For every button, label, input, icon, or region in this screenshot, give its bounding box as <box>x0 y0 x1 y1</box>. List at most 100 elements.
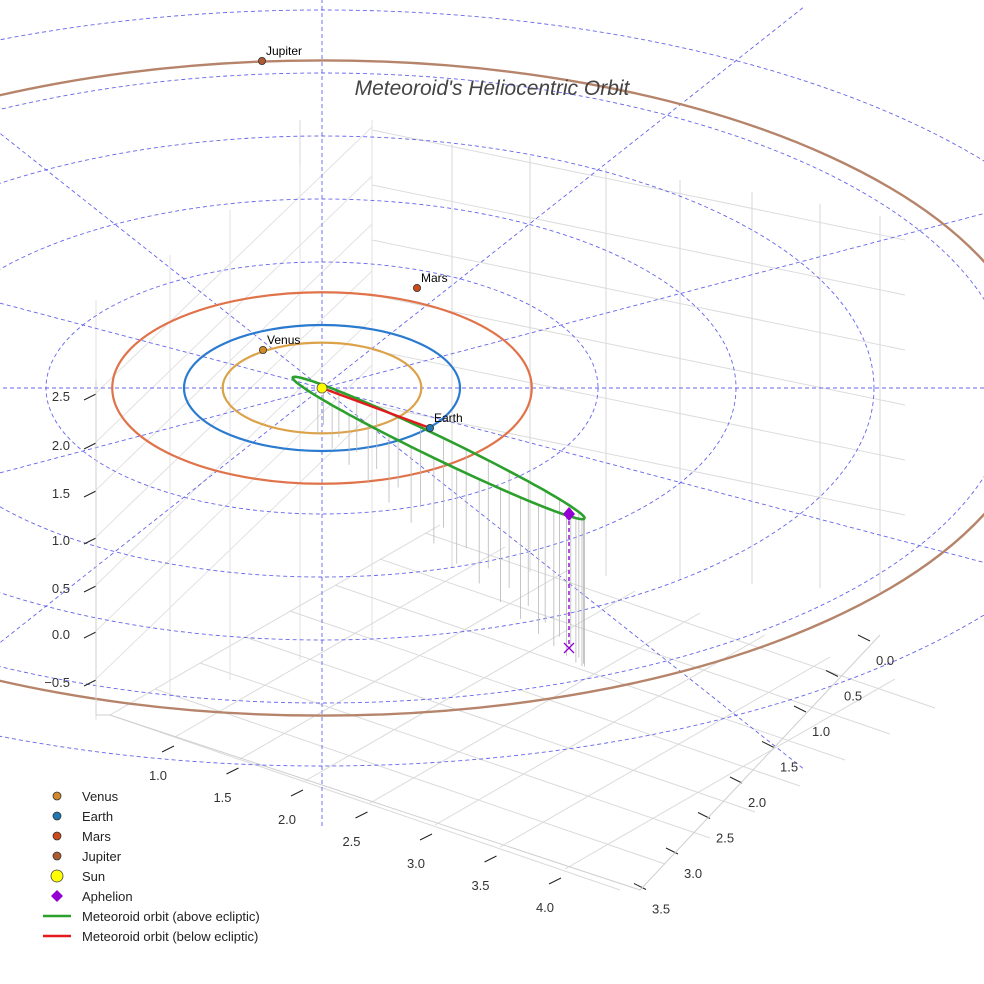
legend-circle-icon <box>52 791 62 801</box>
y-tick <box>633 883 647 890</box>
floor-edge <box>109 714 641 891</box>
floor-grid-line <box>174 546 506 738</box>
back-grid-horizontal <box>371 129 906 241</box>
jupiter-marker <box>257 57 266 66</box>
z-tick <box>83 490 97 498</box>
mars-orbit <box>111 291 533 485</box>
floor-grid-line <box>564 678 896 870</box>
legend-label: Venus <box>82 788 119 804</box>
back-grid-horizontal <box>371 184 906 296</box>
z-tick <box>83 679 97 687</box>
legend-marker-icon <box>52 831 62 841</box>
legend-label: Earth <box>82 808 114 824</box>
y-tick <box>793 705 807 713</box>
meteoroid-orbit-below <box>321 386 431 430</box>
y-tick <box>761 741 775 748</box>
x-tick <box>419 833 433 841</box>
meteoroid-orbit-above <box>291 375 586 521</box>
legend-circle-icon <box>52 811 62 821</box>
earth-orbit <box>182 323 462 453</box>
legend-marker-icon <box>52 811 62 821</box>
chart-legend: Venus Earth Mars Jupiter Sun Aphelion Meteoroi… <box>40 786 260 946</box>
legend-circle-icon <box>52 851 62 861</box>
legend-swatch <box>40 866 74 886</box>
legend-swatch <box>40 826 74 846</box>
sun-marker <box>316 382 328 394</box>
legend-entry: Venus <box>40 786 260 806</box>
floor-grid-line <box>154 688 666 865</box>
floor-grid-line <box>239 568 571 760</box>
y-tick-label: 3.0 <box>684 866 702 881</box>
ecliptic-spoke <box>321 387 806 771</box>
z-tick <box>83 631 97 639</box>
back-grid-horizontal <box>371 349 906 461</box>
x-tick <box>226 767 239 775</box>
legend-swatch <box>40 786 74 806</box>
aphelion-projection-marker <box>563 642 575 654</box>
legend-marker-icon <box>52 851 62 861</box>
x-tick-label: 1.5 <box>213 790 231 805</box>
left-grid-horizontal <box>95 364 373 632</box>
z-tick <box>83 442 97 450</box>
y-tick-label: 1.0 <box>812 724 830 739</box>
x-tick-label: 3.0 <box>407 856 425 871</box>
left-grid-horizontal <box>95 223 373 491</box>
back-grid-panels <box>95 120 906 720</box>
legend-swatch <box>40 906 74 926</box>
left-grid-horizontal <box>95 318 373 586</box>
z-tick <box>83 393 97 401</box>
legend-entry: Earth <box>40 806 260 826</box>
y-tick-label: 2.5 <box>716 831 734 846</box>
x-tick <box>161 745 175 753</box>
meteoroid-orbit <box>291 375 586 521</box>
legend-label: Mars <box>82 828 111 844</box>
y-tick <box>729 776 743 784</box>
back-grid-horizontal <box>371 404 906 516</box>
floor-grid-line <box>109 714 621 891</box>
z-tick-label: 1.5 <box>52 486 70 501</box>
venus-marker <box>258 345 267 354</box>
aphelion-marker <box>563 507 575 521</box>
y-tick <box>857 634 871 642</box>
z-tick-label: −0.5 <box>44 675 70 690</box>
legend-marker-icon <box>51 890 63 902</box>
x-tick <box>484 855 497 863</box>
floor-grid-line <box>244 636 756 813</box>
legend-circle-icon <box>52 831 62 841</box>
legend-swatch <box>40 886 74 906</box>
mars-label: Mars <box>421 271 448 285</box>
y-tick-label: 0.5 <box>844 689 862 704</box>
ecliptic-spoke <box>0 387 323 474</box>
legend-marker-icon <box>50 869 64 883</box>
floor-grid-line <box>334 584 846 761</box>
legend-label: Jupiter <box>82 848 122 864</box>
legend-marker-icon <box>43 914 71 918</box>
jupiter-orbit <box>0 59 984 717</box>
legend-entry: Meteoroid orbit (above ecliptic) <box>40 906 260 926</box>
ecliptic-spoke <box>0 387 323 644</box>
axis-ticks: −0.5 0.0 0.5 1.0 1.5 2.0 2.5 1.0 1.5 2.0 2.5 3.0 3.5… <box>44 380 894 917</box>
left-grid-horizontal <box>95 270 373 538</box>
y-tick-label: 1.5 <box>780 760 798 775</box>
floor-grid-line <box>369 612 701 804</box>
body-markers: Venus Earth Mars Jupiter <box>257 44 575 654</box>
earth-label: Earth <box>434 411 463 425</box>
y-tick <box>825 670 839 677</box>
z-tick-label: 0.0 <box>52 627 70 642</box>
ecliptic-spoke <box>321 387 984 563</box>
x-tick <box>290 789 304 797</box>
legend-swatch <box>40 806 74 826</box>
legend-entry: Meteoroid orbit (below ecliptic) <box>40 926 260 946</box>
legend-swatch <box>40 926 74 946</box>
legend-sun-icon <box>50 869 64 883</box>
x-tick <box>355 811 368 819</box>
y-tick <box>665 847 679 855</box>
legend-label: Sun <box>82 868 106 884</box>
back-grid-horizontal <box>371 239 906 351</box>
orbit-drop-lines <box>317 385 585 667</box>
legend-swatch <box>40 846 74 866</box>
floor-grid-line <box>434 634 766 826</box>
left-grid-horizontal <box>95 412 373 680</box>
legend-entry: Jupiter <box>40 846 260 866</box>
